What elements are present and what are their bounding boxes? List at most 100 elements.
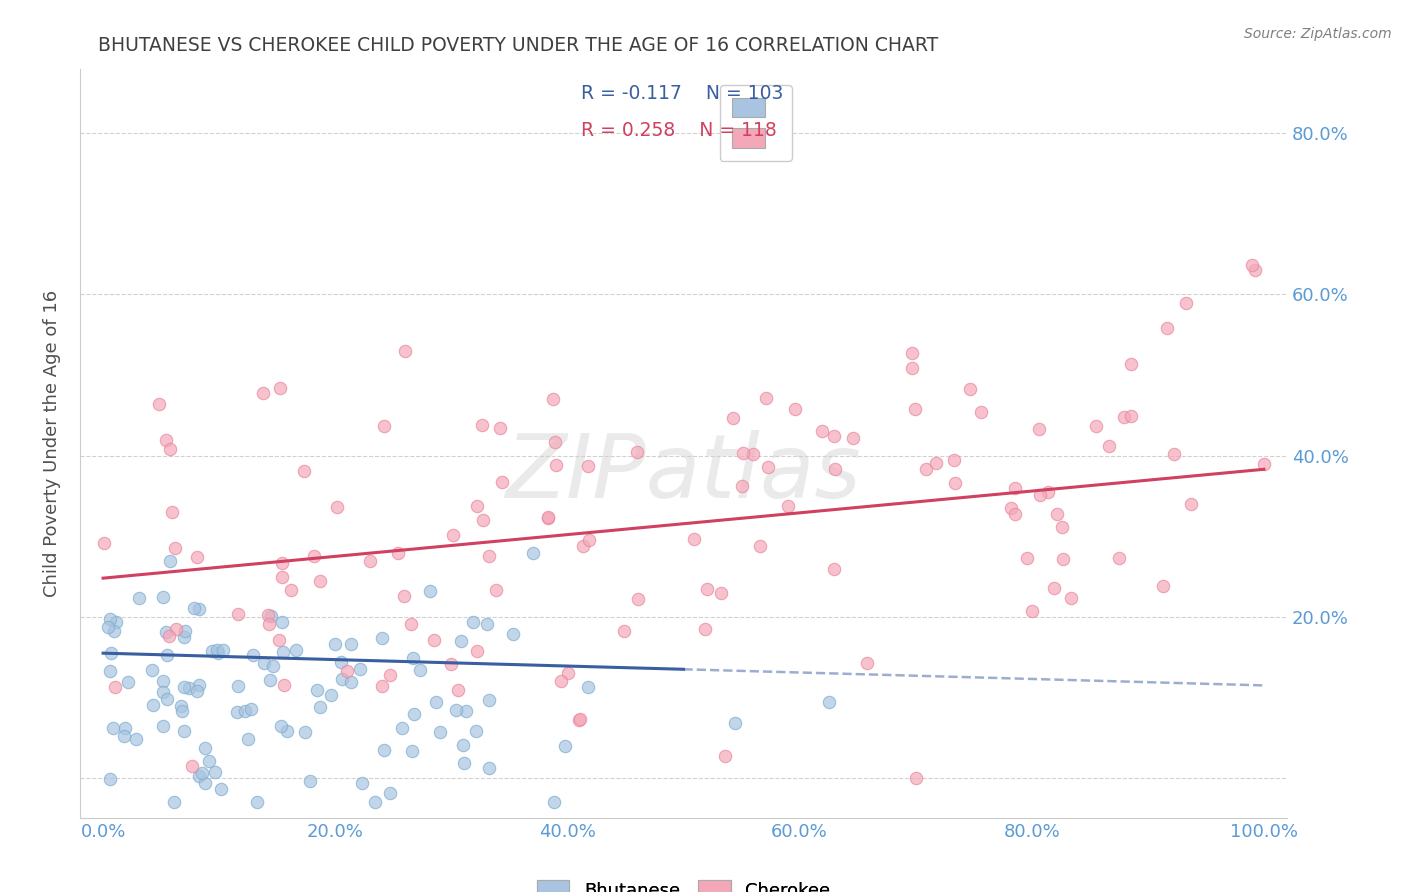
Point <box>683 532 706 546</box>
Point <box>710 586 733 600</box>
Point <box>576 680 599 694</box>
Point <box>207 646 229 660</box>
Point <box>330 672 353 686</box>
Point <box>259 673 281 687</box>
Point <box>901 361 924 376</box>
Point <box>226 679 249 693</box>
Point <box>101 722 124 736</box>
Point <box>478 549 501 563</box>
Point <box>925 456 948 470</box>
Point <box>188 769 211 783</box>
Point <box>537 510 560 524</box>
Point <box>209 782 232 797</box>
Point <box>537 511 560 525</box>
Point <box>156 648 179 662</box>
Point <box>626 444 648 458</box>
Point <box>1174 296 1197 310</box>
Point <box>233 704 256 718</box>
Point <box>1253 457 1275 471</box>
Point <box>292 465 315 479</box>
Point <box>252 386 274 401</box>
Point <box>724 715 747 730</box>
Point <box>152 673 174 688</box>
Point <box>914 462 936 476</box>
Point <box>627 591 650 606</box>
Point <box>1050 520 1073 534</box>
Point <box>1098 439 1121 453</box>
Point <box>339 637 361 651</box>
Point <box>419 583 441 598</box>
Point <box>568 713 591 727</box>
Point <box>1240 258 1263 272</box>
Point <box>409 663 432 677</box>
Point <box>114 729 136 743</box>
Point <box>749 539 772 553</box>
Legend: Bhutanese, Cherokee: Bhutanese, Cherokee <box>530 872 838 892</box>
Point <box>262 658 284 673</box>
Point <box>180 759 202 773</box>
Point <box>554 739 576 754</box>
Point <box>696 582 718 596</box>
Point <box>1028 422 1050 436</box>
Point <box>271 644 294 658</box>
Point <box>755 391 778 405</box>
Point <box>440 657 463 672</box>
Point <box>128 591 150 605</box>
Point <box>103 624 125 638</box>
Point <box>173 724 195 739</box>
Point <box>124 732 146 747</box>
Point <box>425 695 447 709</box>
Point <box>394 590 416 604</box>
Point <box>714 748 737 763</box>
Point <box>205 643 228 657</box>
Point <box>723 411 745 425</box>
Point <box>856 656 879 670</box>
Point <box>142 698 165 712</box>
Point <box>1180 497 1202 511</box>
Point <box>186 550 208 565</box>
Point <box>212 642 235 657</box>
Point <box>485 583 508 598</box>
Point <box>731 478 754 492</box>
Point <box>273 678 295 692</box>
Point <box>1152 579 1174 593</box>
Point <box>811 424 834 438</box>
Point <box>194 776 217 790</box>
Point <box>309 700 332 714</box>
Point <box>323 637 346 651</box>
Point <box>478 761 501 775</box>
Point <box>104 680 127 694</box>
Point <box>901 346 924 360</box>
Point <box>543 795 565 809</box>
Point <box>155 433 177 447</box>
Point <box>818 695 841 709</box>
Point <box>257 617 280 632</box>
Point <box>326 500 349 515</box>
Point <box>152 590 174 604</box>
Point <box>463 615 485 630</box>
Point <box>422 632 444 647</box>
Point <box>330 655 353 669</box>
Point <box>1043 581 1066 595</box>
Point <box>319 688 342 702</box>
Point <box>271 570 294 584</box>
Point <box>447 683 470 698</box>
Point <box>155 625 177 640</box>
Point <box>370 680 392 694</box>
Point <box>271 615 294 630</box>
Point <box>467 644 489 658</box>
Point <box>98 772 121 787</box>
Point <box>1163 447 1185 461</box>
Point <box>471 418 494 433</box>
Point <box>188 601 211 615</box>
Point <box>114 721 136 735</box>
Point <box>488 420 510 434</box>
Point <box>271 556 294 570</box>
Y-axis label: Child Poverty Under the Age of 16: Child Poverty Under the Age of 16 <box>44 290 60 597</box>
Point <box>141 664 163 678</box>
Point <box>429 725 451 739</box>
Point <box>294 725 316 739</box>
Point <box>472 513 495 527</box>
Point <box>401 744 423 758</box>
Point <box>1045 507 1067 521</box>
